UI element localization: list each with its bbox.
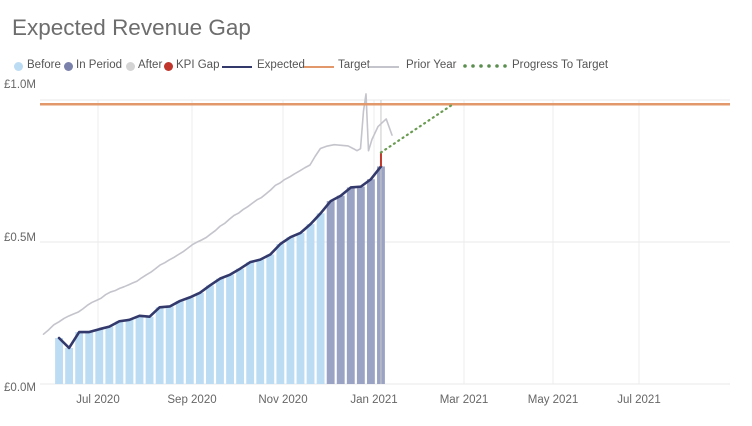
svg-text:£1.0M: £1.0M [4,79,36,91]
svg-text:£0.0M: £0.0M [4,382,36,394]
svg-text:May 2021: May 2021 [528,394,579,406]
svg-text:Sep 2020: Sep 2020 [167,394,216,406]
svg-text:Mar 2021: Mar 2021 [440,394,489,406]
svg-text:Jul 2020: Jul 2020 [76,394,119,406]
svg-text:Nov 2020: Nov 2020 [258,394,307,406]
svg-text:Jul 2021: Jul 2021 [617,394,660,406]
svg-text:Jan 2021: Jan 2021 [350,394,397,406]
svg-text:£0.5M: £0.5M [4,232,36,244]
